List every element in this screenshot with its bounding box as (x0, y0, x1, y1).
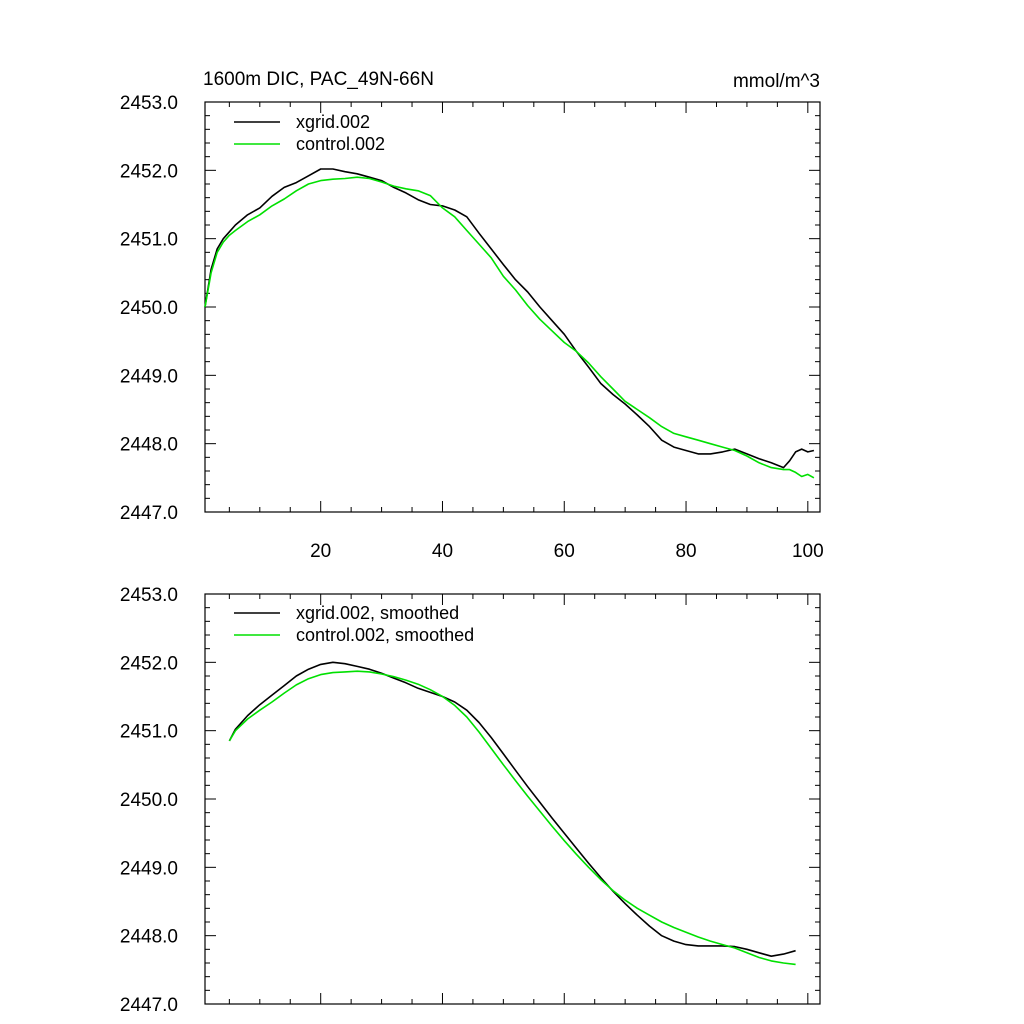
legend-label-xgrid: xgrid.002 (296, 112, 370, 132)
axis-ticks: 2447.0 2448.0 2449.0 2450.0 2451.0 2452.0 2453… (120, 585, 820, 1016)
legend: xgrid.002, smoothed control.002, smoothe… (234, 603, 474, 645)
axis-ticks: 2447.0 2448.0 2449.0 2450.0 2451.0 2452.0 2453… (120, 93, 824, 562)
chart-title: 1600m DIC, PAC_49N-66N (203, 69, 434, 90)
y-tick-label: 2449.0 (120, 858, 178, 879)
series-line-xgrid (204, 168, 815, 469)
y-tick-label: 2453.0 (120, 93, 178, 114)
y-tick-label: 2450.0 (120, 790, 178, 811)
x-tick-label: 100 (792, 541, 824, 562)
y-tick-label: 2452.0 (120, 653, 178, 674)
legend: xgrid.002 control.002 (234, 112, 385, 154)
bottom-panel: 2447.0 2448.0 2449.0 2450.0 2451.0 2452.0 2453… (120, 585, 821, 1016)
y-tick-label: 2450.0 (120, 298, 178, 319)
y-tick-label: 2449.0 (120, 366, 178, 387)
series-lines (228, 661, 796, 966)
legend-label-xgrid-smoothed: xgrid.002, smoothed (296, 603, 459, 623)
y-tick-label: 2452.0 (120, 161, 178, 182)
y-tick-label: 2447.0 (120, 503, 178, 524)
y-tick-label: 2451.0 (120, 230, 178, 251)
x-tick-label: 60 (554, 541, 575, 562)
plot-frame (204, 593, 821, 1005)
top-panel: 1600m DIC, PAC_49N-66N mmol/m^3 2447.024… (120, 69, 824, 562)
y-tick-label: 2453.0 (120, 585, 178, 606)
x-tick-label: 40 (432, 541, 453, 562)
legend-label-control-smoothed: control.002, smoothed (296, 625, 474, 645)
y-tick-label: 2448.0 (120, 435, 178, 456)
y-tick-label: 2447.0 (120, 995, 178, 1016)
series-line-control (228, 670, 796, 966)
x-tick-label: 20 (310, 541, 331, 562)
series-line-control (204, 176, 815, 479)
units-label: mmol/m^3 (733, 71, 820, 92)
legend-label-control: control.002 (296, 134, 385, 154)
y-tick-label: 2448.0 (120, 927, 178, 948)
series-line-xgrid (228, 661, 796, 958)
y-tick-label: 2451.0 (120, 722, 178, 743)
x-tick-label: 80 (675, 541, 696, 562)
series-lines (204, 168, 815, 479)
